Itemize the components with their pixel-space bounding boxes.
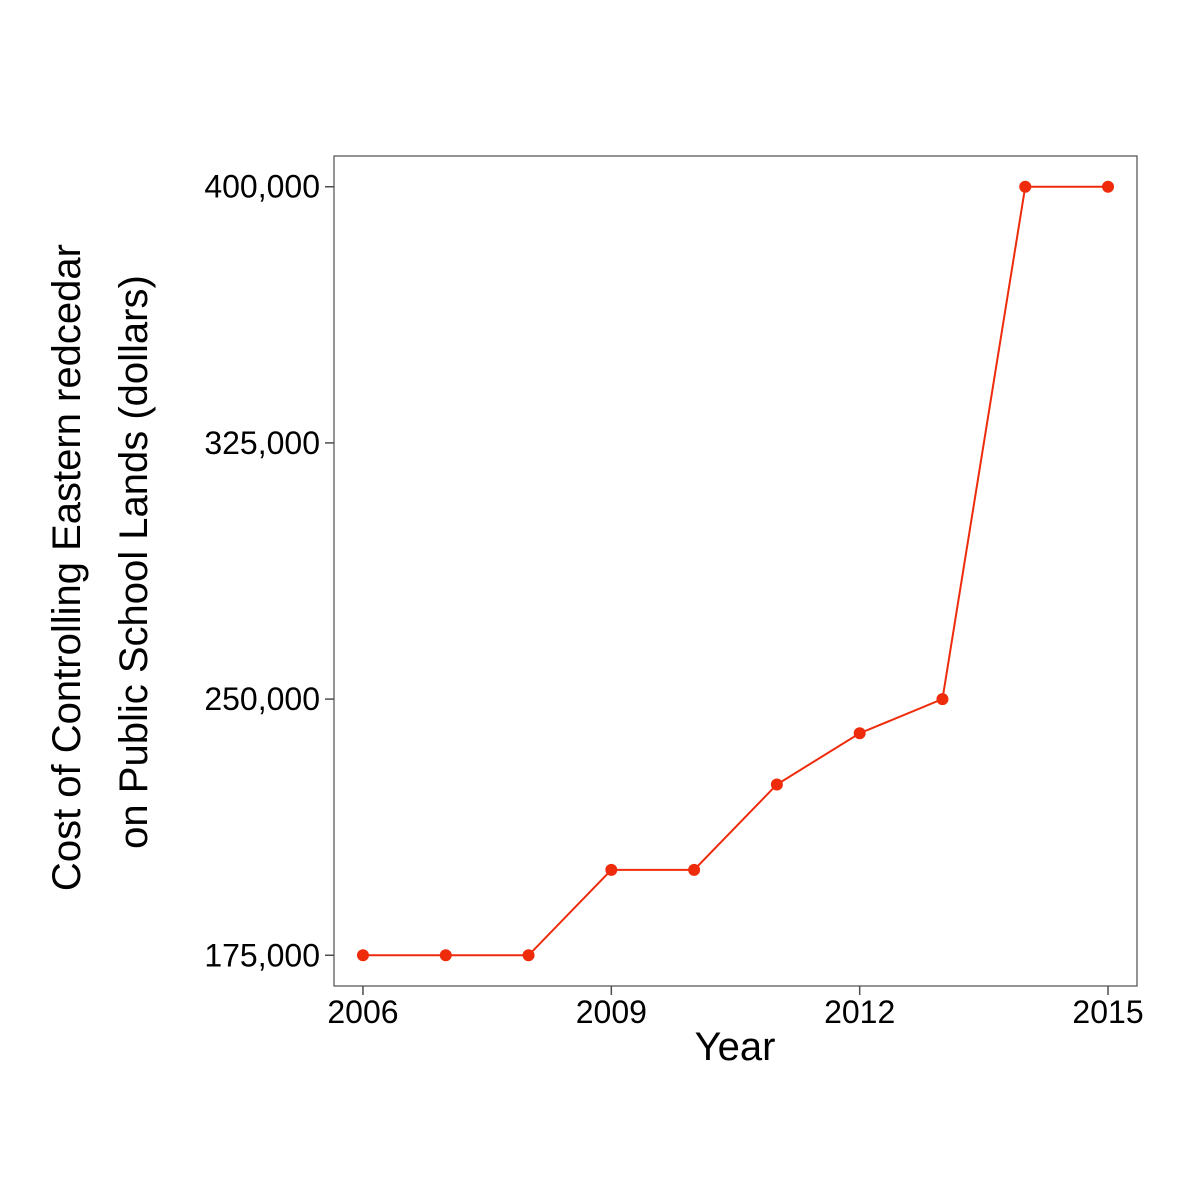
y-tick-label: 325,000	[204, 425, 320, 461]
x-tick-label: 2006	[327, 994, 398, 1030]
data-point	[1019, 180, 1032, 193]
series-line	[362, 185, 1109, 957]
y-axis: 175,000 250,000 325,000 400,000	[204, 169, 334, 973]
y-axis-title-line-1: Cost of Controlling Eastern redcedar	[45, 244, 89, 891]
y-tick-label: 175,000	[204, 937, 320, 973]
data-point	[522, 949, 535, 962]
x-axis-title: Year	[695, 1025, 776, 1069]
x-axis: 2006 2009 2012 2015	[327, 986, 1144, 1030]
data-point	[1102, 180, 1115, 193]
x-tick-label: 2012	[824, 994, 895, 1030]
y-tick-label: 400,000	[204, 169, 320, 205]
y-axis-title: Cost of Controlling Eastern redcedar on …	[45, 233, 156, 891]
data-point	[853, 727, 866, 740]
plot-panel	[333, 155, 1138, 987]
data-point	[936, 693, 949, 706]
data-point	[770, 778, 783, 791]
data-series	[356, 180, 1115, 962]
x-tick-label: 2009	[576, 994, 647, 1030]
data-point	[605, 863, 618, 876]
data-point	[688, 863, 701, 876]
data-point	[356, 949, 369, 962]
x-tick-label: 2015	[1072, 994, 1143, 1030]
y-tick-label: 250,000	[204, 681, 320, 717]
y-axis-title-line-2: on Public School Lands (dollars)	[112, 275, 156, 849]
data-point	[439, 949, 452, 962]
